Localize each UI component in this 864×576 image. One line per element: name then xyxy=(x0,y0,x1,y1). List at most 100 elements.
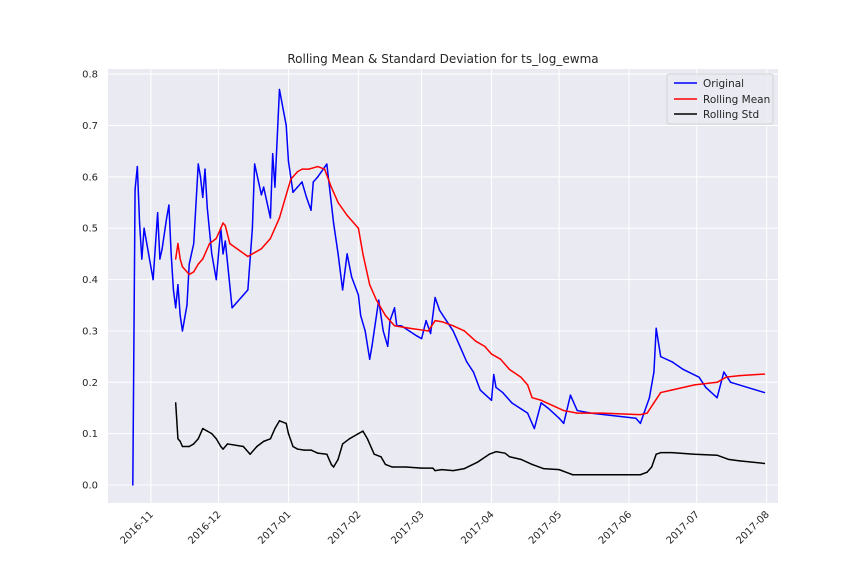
data-point xyxy=(569,394,572,396)
data-point xyxy=(562,422,565,425)
data-point xyxy=(405,466,407,468)
data-point xyxy=(337,253,339,255)
data-point xyxy=(716,454,718,456)
data-point xyxy=(330,463,333,466)
data-point xyxy=(526,384,529,386)
data-point xyxy=(375,299,378,301)
y-tick-label: 0.8 xyxy=(82,70,98,81)
data-point xyxy=(296,448,299,450)
data-point xyxy=(292,191,294,193)
data-point xyxy=(434,319,436,322)
data-point xyxy=(635,417,637,419)
y-tick-label: 0.7 xyxy=(82,121,98,132)
data-point xyxy=(463,467,466,470)
data-point xyxy=(287,432,290,435)
data-point xyxy=(429,332,432,335)
data-point xyxy=(317,452,319,454)
data-point xyxy=(373,453,375,455)
data-point xyxy=(165,217,168,219)
data-point xyxy=(179,314,181,317)
data-point xyxy=(659,451,662,454)
data-point xyxy=(211,432,213,435)
data-point xyxy=(332,222,335,224)
data-point xyxy=(504,452,506,454)
data-point xyxy=(738,374,741,377)
data-point xyxy=(242,445,245,448)
data-point xyxy=(231,307,233,309)
data-point xyxy=(262,440,265,443)
data-point xyxy=(540,402,542,404)
data-point xyxy=(511,402,513,404)
data-point xyxy=(251,227,254,229)
data-point xyxy=(364,330,366,332)
data-point xyxy=(384,463,387,466)
series-line-rolling-mean xyxy=(174,165,765,416)
data-point xyxy=(292,445,294,448)
data-point xyxy=(179,258,181,260)
data-point xyxy=(495,386,497,389)
x-tick-label: 2016-12 xyxy=(186,509,223,546)
data-point xyxy=(508,456,511,458)
data-point xyxy=(542,467,545,470)
data-point xyxy=(639,422,642,425)
data-point xyxy=(427,330,430,332)
data-point xyxy=(646,471,648,473)
data-point xyxy=(296,186,299,188)
data-point xyxy=(441,468,443,471)
data-point xyxy=(346,253,348,255)
legend-box xyxy=(666,73,774,125)
data-point xyxy=(247,289,249,291)
data-point xyxy=(301,181,303,183)
data-point xyxy=(310,209,312,211)
series-lines xyxy=(132,88,766,486)
data-point xyxy=(215,237,217,240)
data-point xyxy=(763,462,766,465)
data-point xyxy=(181,445,184,448)
data-point xyxy=(332,466,335,468)
data-point xyxy=(520,458,522,461)
data-point xyxy=(362,253,364,255)
data-point xyxy=(655,453,657,455)
data-point xyxy=(285,124,287,127)
data-point xyxy=(639,474,642,476)
legend-label-rolling-std: Rolling Std xyxy=(703,109,759,121)
data-point xyxy=(438,309,441,312)
data-point xyxy=(251,253,254,255)
x-tick-label: 2017-01 xyxy=(256,509,293,546)
data-point xyxy=(693,384,696,386)
data-point xyxy=(368,284,371,286)
data-point xyxy=(301,168,303,170)
data-point xyxy=(693,453,696,455)
data-point xyxy=(348,438,351,440)
data-point xyxy=(222,253,224,255)
data-point xyxy=(387,345,389,348)
data-point xyxy=(260,194,263,196)
data-point xyxy=(565,471,567,473)
data-point xyxy=(224,240,227,242)
data-point xyxy=(269,217,272,219)
data-point xyxy=(177,284,179,286)
data-point xyxy=(132,484,134,486)
data-point xyxy=(416,335,418,337)
y-tick-label: 0.3 xyxy=(82,326,98,337)
data-point xyxy=(249,453,251,455)
data-point xyxy=(659,355,662,358)
data-point xyxy=(220,227,222,229)
data-point xyxy=(156,212,159,214)
data-point xyxy=(222,222,224,224)
x-tick-label: 2017-04 xyxy=(459,509,496,546)
y-tick-label: 0.2 xyxy=(82,378,98,389)
data-point xyxy=(222,448,224,450)
data-point xyxy=(168,204,170,206)
data-point xyxy=(323,168,326,170)
data-point xyxy=(393,307,396,309)
data-point xyxy=(177,438,179,440)
x-tick-label: 2016-11 xyxy=(119,509,156,546)
y-tick-label: 0.0 xyxy=(82,481,98,492)
data-point xyxy=(170,253,172,255)
data-point xyxy=(161,248,163,250)
data-point xyxy=(359,314,362,317)
data-point xyxy=(326,163,328,165)
data-point xyxy=(671,361,673,363)
